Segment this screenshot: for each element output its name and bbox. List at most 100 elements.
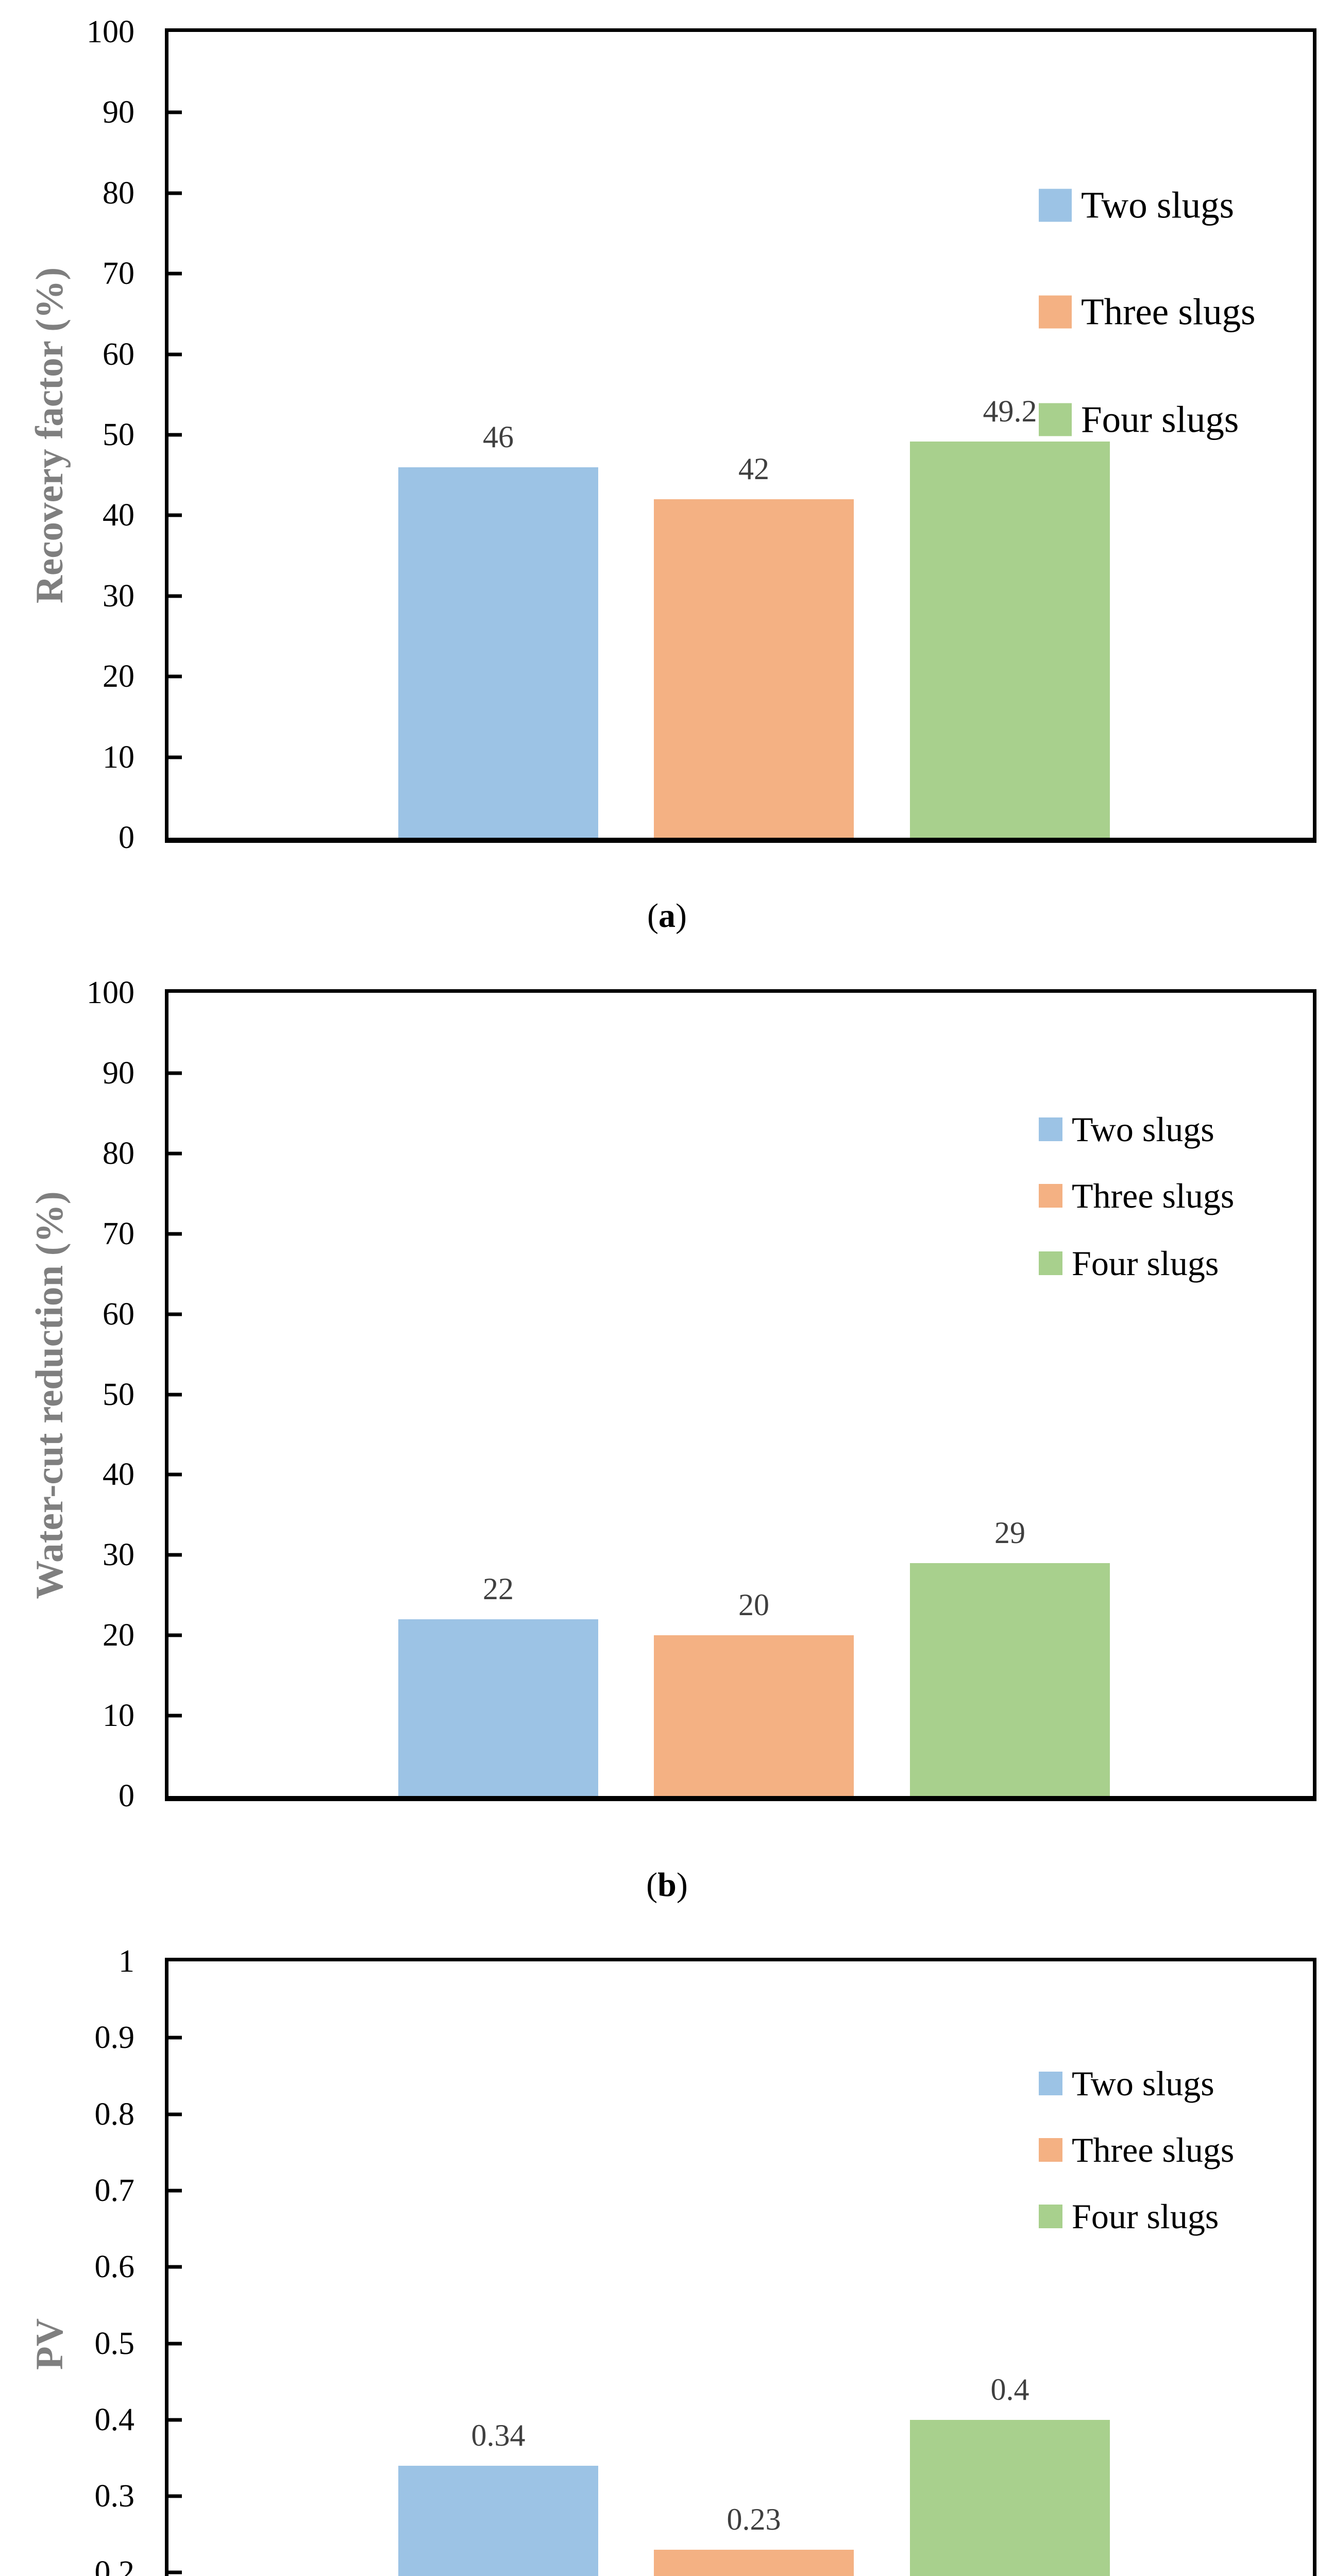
y-tick-label: 0.8 (94, 2096, 135, 2132)
bar-three-slugs (654, 2549, 854, 2576)
y-tick-mark (168, 1553, 182, 1557)
y-tick-mark (168, 272, 182, 276)
caption-paren: ) (676, 1866, 688, 1904)
y-tick-label: 0.2 (94, 2555, 135, 2576)
bar-value-label: 0.34 (471, 2418, 526, 2452)
y-tick-mark (168, 433, 182, 437)
legend-item-three-slugs: Three slugs (1039, 293, 1256, 331)
y-tick-label: 20 (103, 1618, 134, 1653)
y-tick-label: 80 (103, 1136, 134, 1171)
y-tick-mark (168, 2418, 182, 2422)
y-tick-label: 10 (103, 739, 134, 775)
bar-two-slugs (398, 2465, 598, 2576)
caption-letter: a (658, 897, 676, 935)
bar-value-label: 46 (483, 419, 514, 454)
bar-value-label: 42 (738, 452, 769, 486)
y-tick-mark (168, 1472, 182, 1477)
bar-four-slugs (910, 441, 1110, 838)
y-tick-mark (168, 2342, 182, 2345)
caption-letter: b (657, 1866, 677, 1904)
y-tick-label: 0 (119, 820, 134, 855)
legend-swatch-four-slugs (1039, 2205, 1062, 2228)
legend-label: Three slugs (1072, 2130, 1235, 2170)
y-tick-mark (168, 1232, 182, 1236)
legend-item-four-slugs: Four slugs (1039, 2199, 1219, 2234)
chart-panel-b: Water-cut reduction (%) 100 90 80 70 60 … (0, 948, 1334, 1902)
y-tick-mark (168, 513, 182, 517)
y-tick-mark (168, 1071, 182, 1075)
y-tick-label: 0.4 (94, 2402, 135, 2437)
bar-two-slugs (398, 467, 598, 838)
chart-panel-a: Recovery factor (%) 100 90 80 70 60 50 4… (0, 0, 1334, 948)
bar-value-label: 20 (738, 1588, 769, 1622)
y-tick-mark (168, 2265, 182, 2269)
y-tick-mark (168, 352, 182, 357)
bar-three-slugs (654, 499, 854, 838)
y-tick-label: 0.9 (94, 2020, 135, 2056)
y-tick-label: 20 (103, 659, 134, 694)
legend-swatch-four-slugs (1039, 1251, 1062, 1275)
y-tick-label: 0 (119, 1778, 134, 1814)
legend-label: Four slugs (1072, 1244, 1219, 1283)
y-tick-mark (168, 1151, 182, 1156)
plot-area: 1 0.9 0.8 0.7 0.6 0.5 0.4 0.3 0.2 0.1 0 … (95, 1945, 1316, 2576)
y-tick-label: 30 (103, 578, 134, 614)
bar-value-label: 29 (994, 1515, 1025, 1550)
legend-label: Three slugs (1072, 1176, 1235, 1215)
y-tick-mark (168, 2189, 182, 2193)
y-tick-mark (168, 2570, 182, 2574)
y-tick-label: 50 (103, 417, 134, 452)
y-tick-mark (168, 2494, 182, 2498)
caption-paren: ( (647, 897, 658, 935)
y-tick-label: 30 (103, 1537, 134, 1573)
plot-area: 100 90 80 70 60 50 40 30 20 10 0 22 20 (87, 977, 1316, 1812)
legend-label: Two slugs (1072, 2064, 1214, 2103)
y-tick-label: 90 (103, 95, 134, 130)
legend-item-two-slugs: Two slugs (1039, 187, 1234, 224)
y-tick-label: 90 (103, 1055, 134, 1091)
panel-caption: (a) (0, 899, 1334, 933)
caption-paren: ( (646, 1866, 658, 1904)
legend-swatch-four-slugs (1039, 403, 1072, 436)
y-tick-mark (168, 674, 182, 679)
legend-swatch-two-slugs (1039, 1117, 1062, 1141)
panel-caption: (b) (0, 1868, 1334, 1902)
y-tick-label: 80 (103, 175, 134, 211)
y-tick-mark (168, 2112, 182, 2116)
y-tick-mark (168, 110, 182, 114)
chart-panel-c: PV 1 0.9 0.8 0.7 0.6 0.5 0.4 0.3 0.2 0.1… (0, 1897, 1334, 2576)
plot-area: 100 90 80 70 60 50 40 30 20 10 0 46 42 (87, 16, 1316, 854)
legend-swatch-two-slugs (1039, 189, 1072, 222)
bar-two-slugs (398, 1619, 598, 1796)
legend-item-two-slugs: Two slugs (1039, 2066, 1214, 2101)
legend-swatch-three-slugs (1039, 1184, 1062, 1208)
y-tick-label: 40 (103, 1457, 134, 1493)
legend-swatch-three-slugs (1039, 295, 1072, 328)
bar-value-label: 22 (483, 1572, 514, 1606)
y-tick-label: 50 (103, 1377, 134, 1412)
bar-value-label: 0.4 (990, 2372, 1029, 2406)
y-tick-label: 40 (103, 498, 134, 533)
y-tick-label: 60 (103, 1296, 134, 1332)
y-tick-mark (168, 1312, 182, 1316)
y-tick-label: 70 (103, 256, 134, 292)
y-tick-label: 0.7 (94, 2173, 135, 2208)
legend-item-four-slugs: Four slugs (1039, 1246, 1219, 1281)
y-tick-mark (168, 594, 182, 598)
y-tick-mark (168, 755, 182, 759)
bar-four-slugs (910, 2419, 1110, 2576)
legend-item-three-slugs: Three slugs (1039, 1178, 1234, 1213)
legend-label: Two slugs (1081, 184, 1235, 226)
y-tick-label: 70 (103, 1216, 134, 1251)
y-tick-mark (168, 191, 182, 195)
bar-value-label: 49.2 (983, 394, 1037, 428)
legend-item-two-slugs: Two slugs (1039, 1112, 1214, 1147)
y-tick-mark (168, 2036, 182, 2040)
y-tick-label: 10 (103, 1698, 134, 1734)
legend-swatch-two-slugs (1039, 2072, 1062, 2095)
y-tick-label: 0.6 (94, 2249, 135, 2285)
bar-value-label: 0.23 (727, 2502, 781, 2536)
legend-label: Four slugs (1072, 2197, 1219, 2236)
bar-three-slugs (654, 1635, 854, 1796)
